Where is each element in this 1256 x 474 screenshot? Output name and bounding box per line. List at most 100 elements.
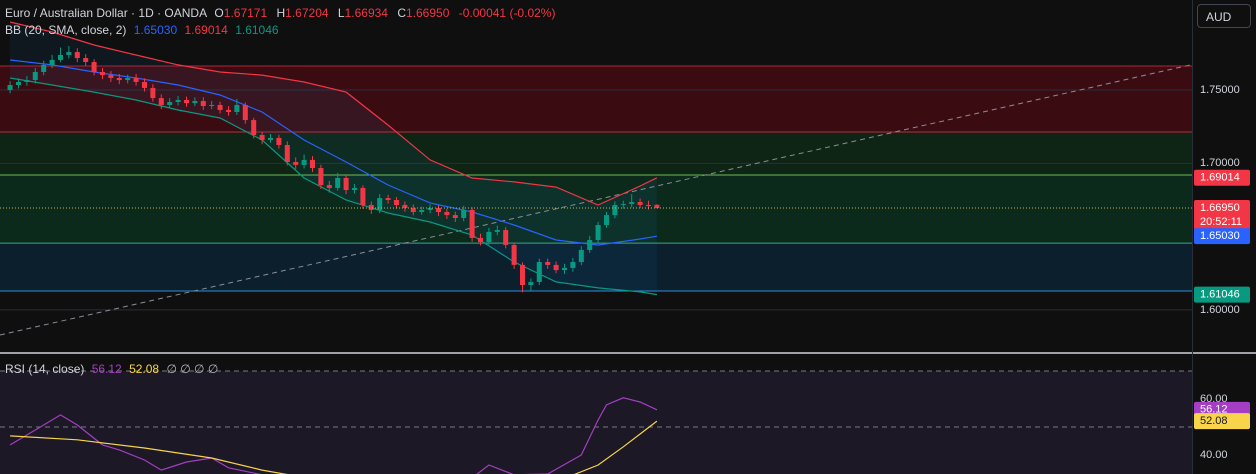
candle-body (469, 209, 475, 238)
candle-body (435, 208, 442, 212)
ohlc-key: L (337, 6, 345, 20)
candle-body (74, 52, 80, 59)
candle-body (192, 101, 198, 104)
candle-body (595, 225, 601, 240)
symbol-legend: Euro / Australian Dollar · 1D · OANDA O1… (5, 6, 561, 20)
rsi-badge-label: 56.12 (1200, 404, 1228, 416)
candle-body (351, 187, 358, 191)
indicator-line (10, 59, 657, 246)
candle-body (561, 267, 568, 271)
indicator-line (10, 420, 658, 474)
price-badge-label: 1.69014 (1200, 172, 1240, 184)
candle-body (309, 159, 316, 169)
candle-body (66, 52, 72, 55)
candle-body (83, 58, 89, 63)
candle-body (360, 187, 366, 205)
candle-body (444, 211, 450, 216)
ohlc-value: 1.67171 (223, 6, 268, 20)
price-badge (1194, 286, 1250, 303)
candle-body (251, 120, 257, 136)
candle-body (385, 198, 391, 200)
candle-body (141, 81, 148, 88)
candle-body (133, 77, 139, 82)
candle-body (377, 198, 383, 210)
candle-body (91, 62, 97, 72)
rsi-badge-label: 52.08 (1200, 415, 1228, 427)
indicator-title: RSI (14, close) (5, 362, 85, 376)
candle-body (284, 144, 290, 162)
candle-body (461, 209, 467, 219)
candle-body (318, 168, 324, 186)
candle-body (587, 239, 593, 250)
candle-body (167, 102, 173, 105)
candle-body (410, 208, 416, 212)
zone (0, 131, 1192, 176)
candle-body (150, 87, 156, 99)
candle-body (267, 137, 274, 141)
ohlc-value: 1.66950 (406, 6, 450, 20)
candle-body (368, 204, 374, 210)
candle-body (158, 98, 164, 105)
candle-body (116, 77, 122, 81)
candle-body (209, 104, 215, 106)
candle-body (427, 208, 433, 210)
candle-body (570, 261, 576, 268)
candle-body (225, 109, 232, 113)
candle-body (645, 204, 652, 206)
ohlc-key: C (397, 6, 406, 20)
currency-button[interactable]: AUD (1197, 4, 1251, 28)
candle-body (402, 204, 408, 209)
indicator-title: BB (20, SMA, close, 2) (5, 23, 127, 37)
candle-body (519, 264, 526, 286)
candle-body (259, 135, 265, 141)
symbol: Euro / Australian Dollar · 1D · OANDA (5, 6, 208, 20)
rsi-band-fill (0, 370, 1192, 474)
candle-body (654, 204, 660, 209)
band-fill (10, 21, 657, 295)
candle-body (477, 237, 484, 243)
price-badge-label: 1.65030 (1200, 230, 1240, 242)
candle-body (494, 230, 500, 232)
ohlc-value: 1.67204 (285, 6, 329, 20)
candle-body (503, 230, 509, 245)
rsi-value: 56.12 (91, 362, 122, 376)
bb-value: 1.69014 (184, 23, 228, 37)
candle-body (99, 71, 106, 76)
price-pane (0, 21, 1192, 336)
trend-line (0, 64, 1191, 336)
candle-body (536, 261, 542, 282)
candle-body (49, 59, 55, 65)
bb-value: 1.65030 (133, 23, 178, 37)
candle-body (217, 104, 223, 110)
candle-body (7, 85, 13, 91)
candle-body (183, 99, 190, 104)
indicator-line (10, 77, 657, 296)
price-axis: 1.75000 1.70000 1.60000 1.69014 1.66950 20:52… (1194, 84, 1250, 461)
indicator-line (9, 397, 658, 474)
candle-body (545, 261, 551, 265)
candle-body (393, 199, 400, 205)
candle-body (326, 185, 332, 188)
rsi-badge (1194, 413, 1250, 430)
candle-body (452, 215, 458, 219)
y-tick-label: 1.60000 (1200, 304, 1240, 316)
candle-body (293, 161, 299, 165)
candle-body (276, 137, 282, 145)
candle-body (528, 281, 534, 286)
candle-body (242, 104, 248, 121)
rsi-extra: ∅ ∅ ∅ ∅ (166, 362, 219, 376)
candle-body (175, 99, 181, 103)
price-badge-label: 1.61046 (1200, 288, 1240, 300)
price-badge (1194, 169, 1250, 186)
rsi-legend: RSI (14, close) 56.12 52.08 ∅ ∅ ∅ ∅ (5, 362, 222, 376)
price-badge-label: 1.66950 (1200, 202, 1240, 214)
y-tick-label: 1.70000 (1200, 157, 1240, 169)
candle-body (343, 177, 349, 191)
candle-body (578, 249, 584, 262)
ohlc-key: O (214, 6, 224, 20)
ohlc-key: H (276, 6, 286, 20)
candle-body (335, 177, 341, 188)
candle-body (511, 244, 517, 265)
